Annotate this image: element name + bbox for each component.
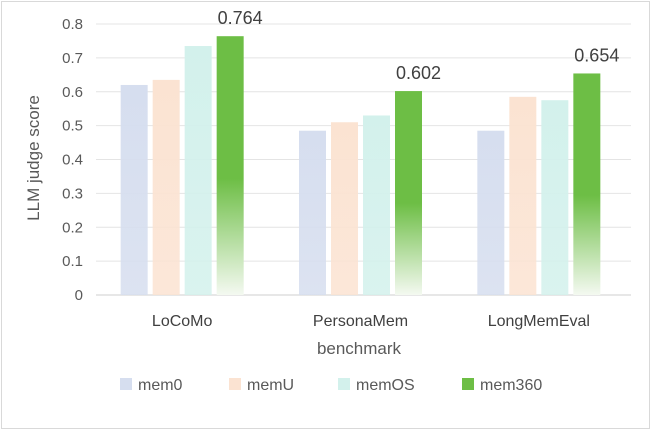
y-axis-title: LLM judge score <box>24 95 43 221</box>
y-tick-label: 0.8 <box>62 16 83 33</box>
x-category-label: PersonaMem <box>313 313 408 330</box>
bar-memOS-locomo <box>184 46 212 295</box>
bars <box>120 36 601 296</box>
legend: mem0 memU memOS mem360 <box>120 377 542 394</box>
x-category-label: LongMemEval <box>488 313 590 330</box>
legend-label-mem360: mem360 <box>480 377 542 394</box>
bar-mem360-longmemeval <box>573 73 601 296</box>
y-tick-label: 0.6 <box>62 84 83 101</box>
y-tick-label: 0.1 <box>62 253 83 270</box>
data-label: 0.602 <box>396 63 441 83</box>
legend-swatch-memU <box>229 378 241 390</box>
x-axis-title: benchmark <box>317 339 402 358</box>
legend-label-mem0: mem0 <box>138 377 183 394</box>
data-labels: 0.764 0.602 0.654 <box>218 8 620 83</box>
y-tick-label: 0.2 <box>62 219 83 236</box>
legend-swatch-mem360 <box>462 378 474 390</box>
bar-mem0-personamem <box>299 130 326 295</box>
legend-label-memU: memU <box>247 377 294 394</box>
y-tick-label: 0.5 <box>62 118 83 135</box>
x-axis-categories: LoCoMo PersonaMem LongMemEval <box>152 313 590 330</box>
legend-label-memOS: memOS <box>356 377 415 394</box>
legend-swatch-mem0 <box>120 378 132 390</box>
bar-memU-longmemeval <box>509 96 537 295</box>
legend-swatch-memOS <box>338 378 350 390</box>
x-category-label: LoCoMo <box>152 313 213 330</box>
y-tick-label: 0.4 <box>62 152 83 169</box>
y-tick-label: 0.3 <box>62 185 83 202</box>
bar-memOS-longmemeval <box>541 100 569 295</box>
y-tick-label: 0 <box>75 287 83 304</box>
y-axis-ticks: 0 0.1 0.2 0.3 0.4 0.5 0.6 0.7 0.8 <box>62 16 83 304</box>
bar-mem360-locomo <box>216 36 244 295</box>
data-label: 0.764 <box>218 8 263 28</box>
bar-memU-locomo <box>152 79 180 295</box>
bar-mem360-personamem <box>395 91 422 295</box>
bar-memOS-personamem <box>363 115 390 296</box>
bar-mem0-locomo <box>120 84 148 295</box>
bar-memU-personamem <box>331 122 358 295</box>
data-label: 0.654 <box>574 45 619 65</box>
bar-mem0-longmemeval <box>477 130 505 295</box>
y-tick-label: 0.7 <box>62 50 83 67</box>
